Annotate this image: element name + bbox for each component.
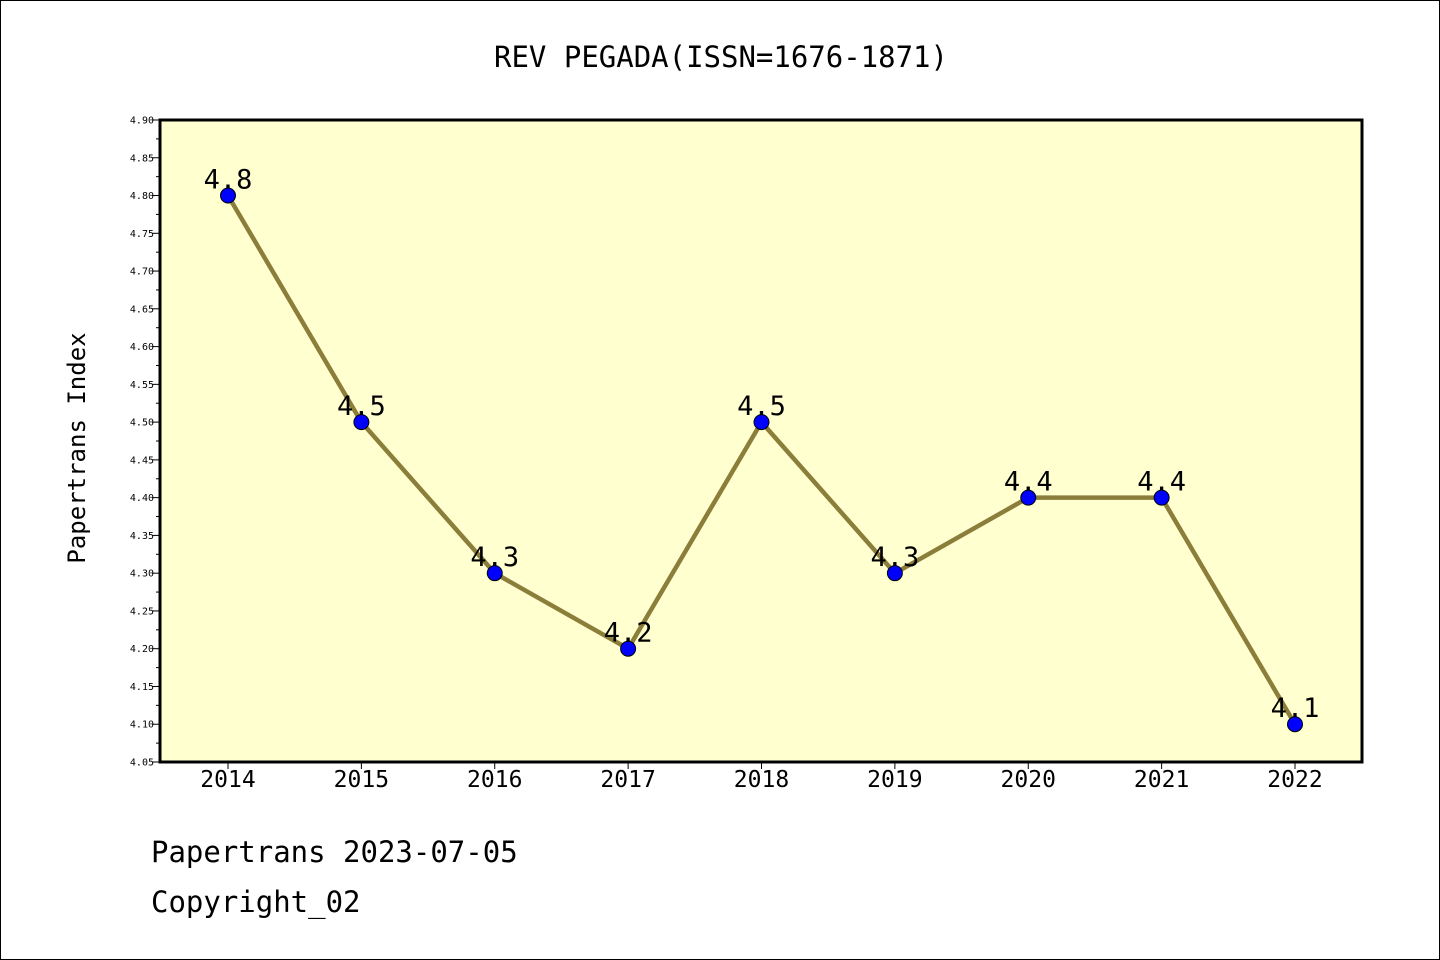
data-label: 4.5 (737, 391, 786, 422)
y-axis-ticks: 4.05 4.10 4.15 4.20 4.25 4.30 4.35 4.40 4.45 4.50… (130, 116, 160, 769)
y-tick-label: 4.20 (130, 644, 154, 655)
y-tick-label: 4.10 (130, 720, 154, 731)
y-tick-label: 4.25 (130, 606, 154, 617)
y-tick-label: 4.45 (130, 455, 154, 466)
chart-title: REV PEGADA(ISSN=1676-1871) (494, 40, 948, 74)
y-axis-label: Papertrans Index (63, 332, 91, 563)
y-tick-label: 4.35 (130, 531, 154, 542)
y-tick-label: 4.75 (130, 229, 154, 240)
data-point (1020, 489, 1037, 506)
data-point (353, 414, 370, 431)
data-point (1287, 716, 1303, 733)
y-tick-label: 4.40 (130, 493, 154, 504)
x-tick-label: 2020 (1001, 767, 1056, 793)
y-tick-label: 4.85 (130, 153, 154, 164)
y-tick-label: 4.90 (130, 116, 154, 127)
x-axis-ticks: 2014 2015 2016 2017 2018 2019 2020 2021 2022 (200, 762, 1323, 793)
y-tick-label: 4.65 (130, 304, 154, 315)
data-label: 4.8 (204, 165, 253, 196)
x-tick-label: 2017 (600, 767, 655, 793)
y-tick-label: 4.70 (130, 267, 154, 278)
x-tick-label: 2021 (1134, 767, 1189, 793)
y-tick-label: 4.15 (130, 682, 154, 693)
y-tick-label: 4.30 (130, 569, 154, 580)
plot-area (158, 118, 1364, 764)
x-tick-label: 2016 (467, 767, 522, 793)
data-label: 4.4 (1137, 467, 1186, 498)
data-point (220, 187, 236, 204)
data-label: 4.2 (604, 618, 653, 649)
y-tick-label: 4.05 (130, 758, 154, 769)
y-tick-label: 4.50 (130, 418, 154, 429)
y-tick-label: 4.60 (130, 342, 154, 353)
footer-copyright: Copyright_02 (151, 885, 361, 919)
data-point (620, 640, 637, 657)
x-tick-label: 2019 (867, 767, 922, 793)
data-point (1153, 489, 1170, 506)
x-tick-label: 2014 (200, 767, 255, 793)
data-label: 4.5 (337, 391, 386, 422)
y-tick-label: 4.55 (130, 380, 154, 391)
data-point (753, 414, 770, 431)
data-label: 4.3 (470, 542, 519, 573)
y-tick-label: 4.80 (130, 191, 154, 202)
footer-date: Papertrans 2023-07-05 (151, 835, 518, 869)
data-label: 4.4 (1004, 467, 1053, 498)
x-tick-label: 2015 (334, 767, 389, 793)
data-point (886, 565, 903, 582)
data-point (486, 565, 503, 582)
data-label: 4.3 (870, 542, 919, 573)
x-tick-label: 2022 (1267, 767, 1322, 793)
data-label: 4.1 (1271, 693, 1320, 724)
series-layer: 4.8 4.5 4.3 4.2 4.5 4.3 4.4 4.4 4.1 (204, 165, 1320, 733)
x-tick-label: 2018 (734, 767, 789, 793)
